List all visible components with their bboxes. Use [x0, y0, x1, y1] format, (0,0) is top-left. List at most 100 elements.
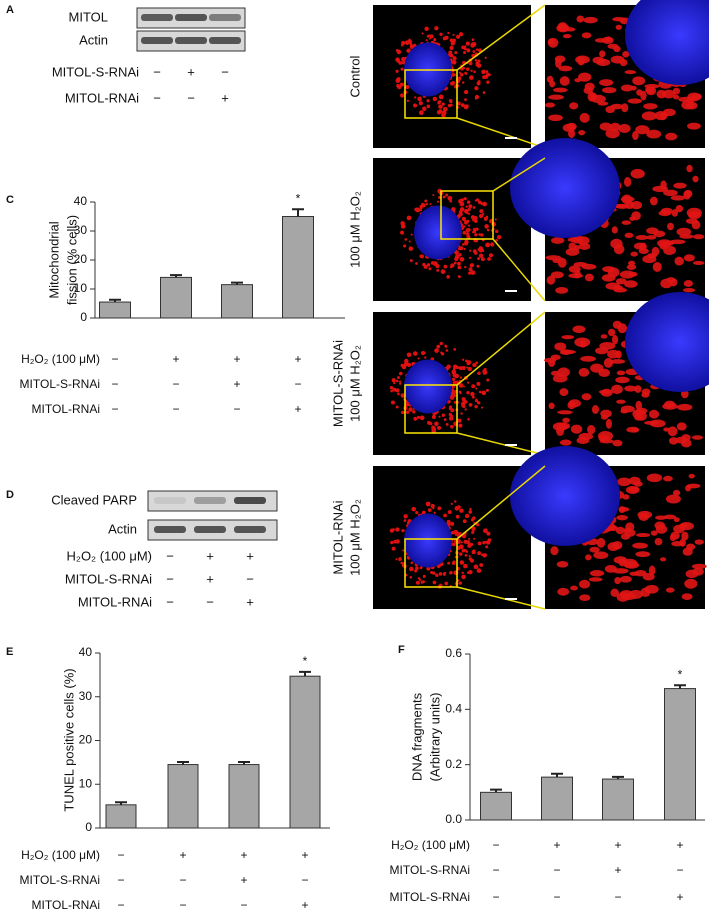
- mito-zoom: [628, 260, 636, 266]
- mito-dot: [479, 209, 484, 214]
- mito-dot: [459, 560, 465, 565]
- row-label: MITOL-S-RNAi: [330, 340, 345, 427]
- nucleus: [404, 359, 452, 414]
- mito-dot: [395, 69, 399, 73]
- mito-dot: [474, 94, 480, 100]
- mito-dot: [453, 347, 457, 351]
- mito-dot: [459, 552, 463, 556]
- mito-dot: [464, 513, 470, 519]
- mito-zoom: [567, 237, 581, 243]
- mito-dot: [432, 571, 436, 575]
- significance: *: [303, 654, 308, 668]
- mito-zoom: [559, 439, 572, 446]
- y-tick-label: 0: [85, 820, 92, 834]
- zoom-box: [404, 69, 458, 119]
- zoom-line: [456, 311, 546, 386]
- nucleus: [414, 205, 462, 260]
- mito-dot: [399, 371, 403, 376]
- mito-zoom: [573, 244, 581, 251]
- mito-dot: [478, 200, 482, 205]
- mito-dot: [400, 393, 406, 398]
- mito-dot: [395, 379, 399, 383]
- mito-dot: [454, 250, 459, 255]
- mito-dot: [485, 388, 489, 392]
- mito-dot: [442, 36, 447, 41]
- nucleus: [404, 513, 452, 568]
- mito-zoom: [619, 575, 632, 583]
- mito-dot: [468, 267, 473, 272]
- mito-dot: [461, 571, 464, 575]
- mito-zoom: [636, 533, 651, 538]
- mito-dot: [439, 32, 443, 36]
- mito-dot: [434, 348, 439, 353]
- mito-zoom: [657, 239, 672, 248]
- panel-letter: E: [6, 646, 13, 658]
- condition-label: MITOL-S-RNAi: [52, 64, 139, 79]
- mito-dot: [424, 199, 428, 203]
- mito-dot: [397, 376, 400, 380]
- blot-band: [175, 37, 207, 44]
- mito-dot: [485, 70, 489, 73]
- condition-sign: −: [246, 571, 254, 586]
- mito-dot: [451, 207, 456, 212]
- nucleus-zoom: [625, 292, 709, 392]
- mito-zoom: [568, 129, 576, 138]
- mito-zoom: [603, 357, 614, 368]
- mito-dot: [390, 389, 393, 393]
- mito-dot: [432, 193, 435, 197]
- mito-dot: [395, 57, 400, 62]
- mito-dot: [488, 253, 494, 258]
- mito-dot: [458, 423, 463, 428]
- mito-zoom: [676, 227, 692, 236]
- mito-dot: [436, 110, 442, 115]
- y-tick-label: 30: [79, 689, 93, 703]
- mito-zoom: [644, 86, 655, 94]
- mito-dot: [431, 425, 436, 430]
- mito-zoom: [681, 434, 691, 442]
- error-bar: [551, 772, 563, 778]
- mito-dot: [446, 275, 451, 279]
- mito-dot: [469, 256, 472, 259]
- mito-zoom: [693, 234, 705, 240]
- mito-zoom: [667, 222, 674, 231]
- mito-dot: [408, 407, 413, 412]
- mito-dot: [470, 69, 473, 72]
- mito-zoom: [665, 132, 678, 141]
- mito-zoom: [576, 15, 585, 23]
- mito-dot: [440, 351, 443, 354]
- mito-dot: [467, 418, 470, 421]
- mito-zoom: [560, 349, 576, 355]
- mito-zoom: [589, 570, 605, 577]
- mito-dot: [391, 528, 395, 532]
- condition-sign: −: [111, 352, 118, 366]
- mito-dot: [424, 26, 429, 32]
- micrograph: [373, 5, 531, 148]
- mito-dot: [464, 408, 467, 411]
- mito-zoom: [557, 367, 570, 378]
- mito-zoom: [672, 489, 681, 496]
- condition-sign: −: [166, 548, 174, 563]
- micrograph: [373, 466, 531, 609]
- mito-zoom: [617, 477, 632, 487]
- mito-zoom: [650, 530, 658, 536]
- mito-zoom: [692, 175, 699, 183]
- mito-zoom: [682, 287, 696, 293]
- error-bar: [170, 274, 182, 278]
- mito-dot: [469, 558, 475, 563]
- mito-dot: [466, 211, 469, 215]
- mito-dot: [469, 507, 472, 511]
- mito-zoom: [654, 515, 667, 520]
- error-bar: [115, 801, 127, 805]
- mito-zoom: [599, 79, 614, 87]
- y-tick-label: 10: [79, 776, 93, 790]
- mito-zoom: [602, 266, 616, 273]
- mito-dot: [475, 48, 479, 51]
- mito-dot: [416, 415, 421, 419]
- mito-dot: [410, 233, 413, 236]
- mito-dot: [475, 398, 478, 401]
- mito-dot: [495, 229, 499, 234]
- condition-label: MITOL-S-RNAi: [390, 863, 470, 877]
- mito-zoom: [610, 238, 623, 249]
- mito-dot: [464, 98, 467, 102]
- mito-dot: [466, 200, 471, 204]
